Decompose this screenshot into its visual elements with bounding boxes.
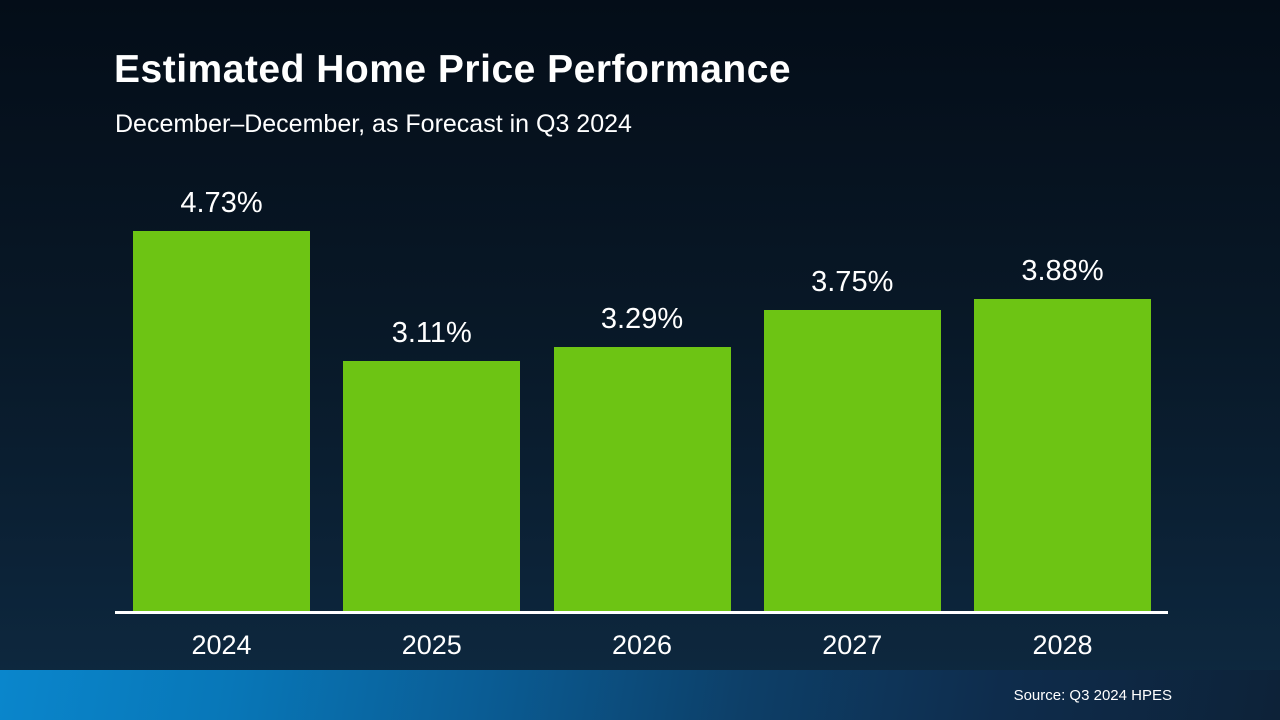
bar-value-label: 4.73% [180,187,263,219]
bar-series: 4.73% 3.11% 3.29% 3.75% 3.88% [133,0,1151,611]
bar-value-label: 3.11% [391,317,472,349]
x-axis-label: 2026 [611,630,673,660]
bar-column-2028: 3.88% [974,255,1151,611]
bar-column-2025: 3.11% [343,317,521,611]
source-note: Source: Q3 2024 HPES [1013,686,1172,704]
footer-bar: Source: Q3 2024 HPES [0,670,1280,720]
bar-column-2026: 3.29% [553,303,731,611]
bar-column-2024: 4.73% [133,187,310,611]
x-axis-label: 2027 [822,630,883,660]
x-axis-line [115,611,1168,614]
bar-rect [763,310,941,611]
x-axis-labels: 2024 2025 2026 2027 2028 [133,630,1151,661]
x-axis-label: 2025 [401,630,462,660]
bar-value-label: 3.29% [600,303,684,335]
bar-rect [553,347,731,611]
bar-value-label: 3.88% [1021,255,1104,287]
bar-rect [974,299,1151,611]
bar-rect [343,361,521,611]
x-axis-label: 2024 [191,630,252,660]
bar-rect [133,231,310,611]
chart-title: Estimated Home Price Performance [114,48,792,91]
chart-subtitle: December–December, as Forecast in Q3 202… [115,110,632,138]
bar-column-2027: 3.75% [763,266,941,611]
bar-value-label: 3.75% [811,266,894,298]
x-axis-label: 2028 [1032,630,1093,660]
